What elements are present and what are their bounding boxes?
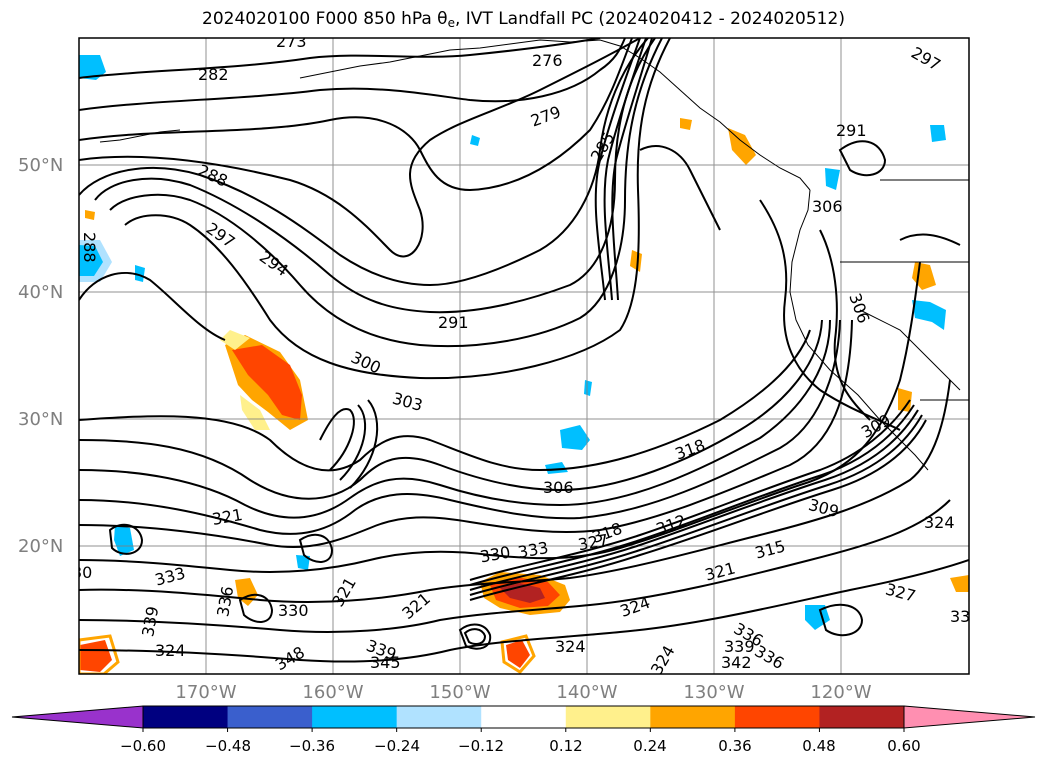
contour-label: 306 <box>812 197 843 216</box>
lon-label-170w: 170°W <box>175 682 237 703</box>
colorbar-bin <box>396 706 482 728</box>
map-panel <box>79 38 969 674</box>
lat-label-20n: 20°N <box>18 536 64 557</box>
colorbar-label: −0.24 <box>374 737 420 755</box>
colorbar <box>11 705 1036 732</box>
colorbar-label: −0.60 <box>120 737 166 755</box>
colorbar-label: −0.48 <box>205 737 251 755</box>
colorbar-label: −0.12 <box>458 737 504 755</box>
colorbar-bin <box>143 706 229 728</box>
colorbar-extend-high <box>903 705 1036 729</box>
colorbar-bin <box>734 706 820 728</box>
contour-label: 33 <box>950 607 970 626</box>
theta-e-contours <box>79 38 969 663</box>
colorbar-label: 0.48 <box>802 737 836 755</box>
graticule <box>79 38 969 674</box>
map-frame <box>78 37 970 675</box>
colorbar-bin <box>819 706 905 728</box>
colorbar-label: 0.12 <box>549 737 583 755</box>
colorbar-outline <box>142 705 905 729</box>
contour-labels: 273 276 279 282 285 288 288 291 291 294 … <box>72 32 970 674</box>
coastlines <box>99 39 969 471</box>
colorbar-label: 0.36 <box>718 737 752 755</box>
colorbar-label: −0.36 <box>289 737 335 755</box>
colorbar-bin <box>312 706 398 728</box>
lat-label-40n: 40°N <box>18 282 64 303</box>
contour-label: 330 <box>278 601 309 620</box>
colorbar-bin <box>565 706 651 728</box>
contour-label: 345 <box>370 653 401 672</box>
contour-label: 282 <box>198 65 229 84</box>
contour-label: 324 <box>924 513 955 532</box>
lat-label-30n: 30°N <box>18 409 64 430</box>
colorbar-label: 0.60 <box>887 737 921 755</box>
contour-label: 291 <box>836 121 867 140</box>
contour-label: 342 <box>721 653 752 672</box>
colorbar-bin <box>227 706 313 728</box>
colorbar-bin <box>650 706 736 728</box>
contour-label: 276 <box>532 51 563 70</box>
contour-label: 339 <box>724 637 755 656</box>
colorbar-extend-low <box>11 705 144 729</box>
contour-label: 324 <box>155 641 186 660</box>
lon-label-140w: 140°W <box>556 682 618 703</box>
contour-label: 306 <box>543 478 574 497</box>
contour-label: 288 <box>80 232 99 263</box>
lat-label-50n: 50°N <box>18 155 64 176</box>
contour-label: 30 <box>72 563 92 582</box>
contour-label: 324 <box>555 637 586 656</box>
map-title: 2024020100 F000 850 hPa θe, IVT Landfall… <box>202 9 845 30</box>
colorbar-label: 0.24 <box>633 737 667 755</box>
contour-label: 291 <box>438 313 469 332</box>
lon-label-160w: 160°W <box>302 682 364 703</box>
lon-label-130w: 130°W <box>683 682 745 703</box>
contour-label: 273 <box>276 32 307 51</box>
lon-label-120w: 120°W <box>810 682 872 703</box>
colorbar-bin <box>481 706 567 728</box>
lon-label-150w: 150°W <box>429 682 491 703</box>
